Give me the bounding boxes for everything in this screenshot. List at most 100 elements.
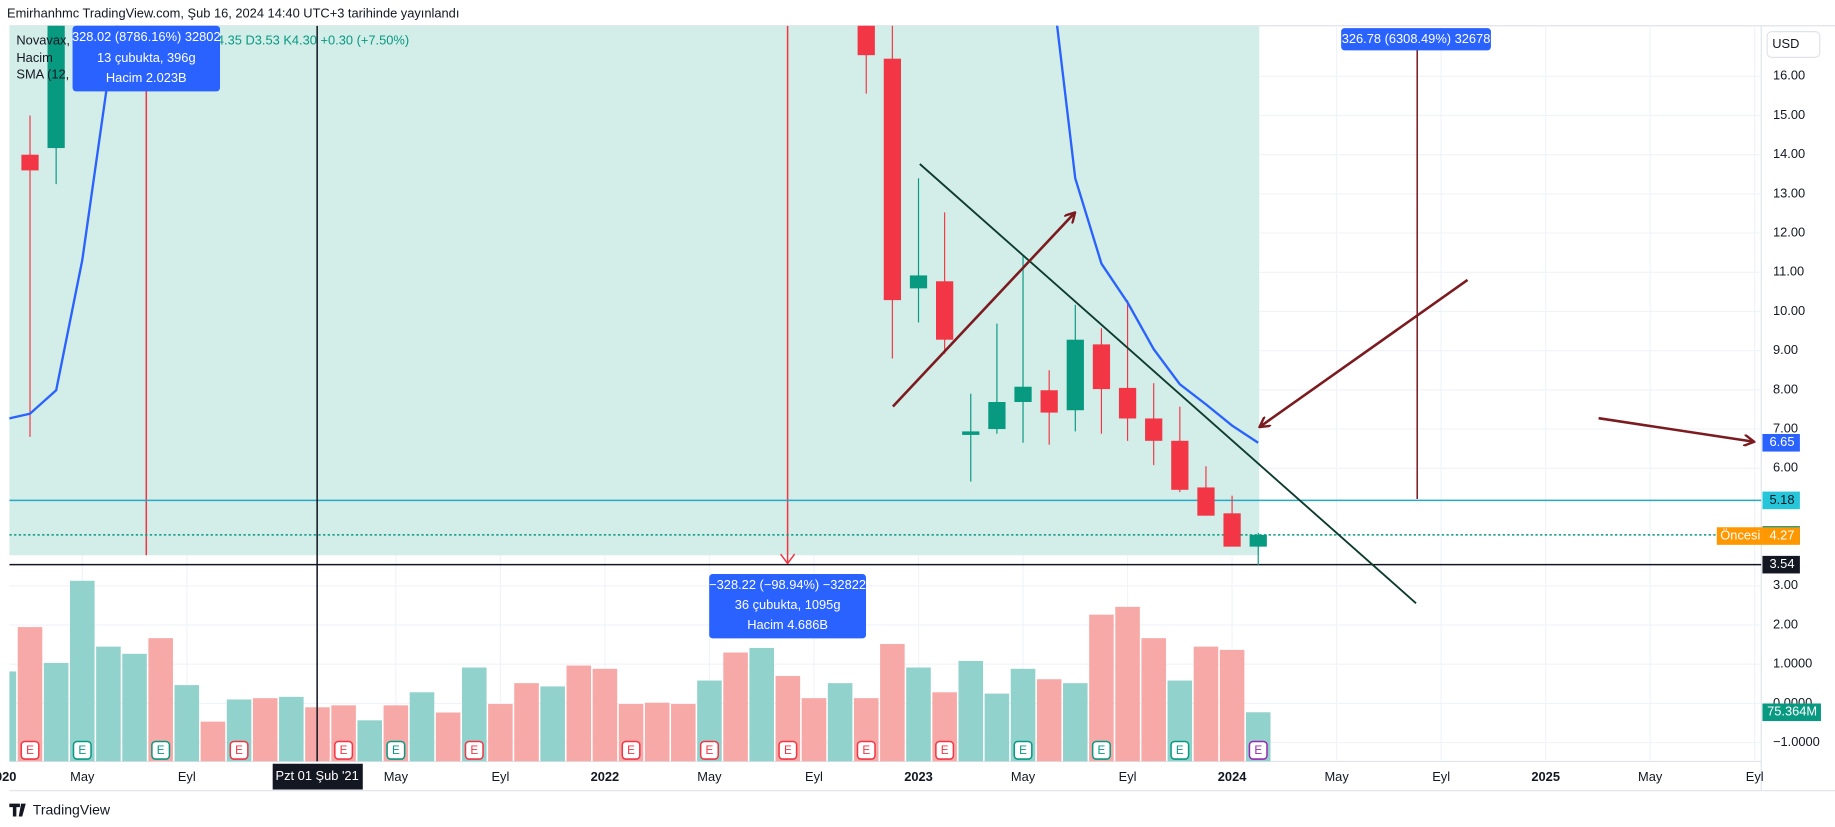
earnings-marker — [334, 740, 354, 760]
y-tick-label: 1.0000 — [1773, 656, 1812, 671]
volume-bar — [17, 627, 43, 762]
earnings-label: E — [78, 744, 86, 757]
candle-body — [1066, 339, 1084, 411]
volume-bar — [174, 685, 200, 762]
earnings-label: E — [706, 744, 714, 757]
volume-bar — [592, 668, 618, 762]
y-tick-label: 7.00 — [1773, 420, 1798, 435]
tooltip-text: 36 çubukta, 1095g — [735, 597, 841, 612]
measure-fill — [9, 25, 1260, 556]
volume-bar — [1063, 683, 1088, 762]
currency-button[interactable] — [1766, 31, 1821, 58]
volume-bar — [252, 698, 278, 762]
arrow — [1598, 416, 1753, 441]
volume-bar — [984, 693, 1010, 762]
x-tick-label: Eyl — [1746, 769, 1764, 784]
earnings-marker — [1248, 740, 1268, 760]
drawings — [316, 25, 1753, 762]
candle-body — [1118, 387, 1137, 419]
logo: TradingView — [33, 801, 111, 817]
earnings-marker — [1091, 740, 1111, 760]
volume-bar — [958, 660, 984, 762]
volume-bar — [514, 683, 539, 762]
volume-bar — [906, 667, 931, 762]
arrow — [891, 213, 1074, 408]
candle-body — [1171, 440, 1189, 490]
volume-bar — [1141, 638, 1166, 762]
x-tick-label: 2025 — [1531, 769, 1560, 784]
measure-area — [9, 25, 1418, 565]
tooltip-text: 13 çubukta, 396g — [97, 50, 196, 65]
y-tick-label: 11.00 — [1773, 264, 1804, 279]
tooltip-box — [72, 25, 221, 92]
earnings-marker — [386, 740, 406, 760]
price-label-prefix: Öncesi — [1720, 527, 1760, 542]
y-tick-label: 16.00 — [1773, 68, 1805, 83]
volume-bar — [1115, 606, 1140, 762]
candle-body — [1014, 386, 1032, 403]
candle-body — [909, 275, 928, 289]
volume-bar — [566, 665, 592, 762]
price-label: 6.65 — [1769, 434, 1794, 449]
axes: 16.00 15.00 14.00 13.00 12.00 11.00 10.00 9.00 8… — [0, 68, 1821, 784]
trend-line — [919, 163, 1417, 604]
earnings-marker — [699, 740, 719, 760]
volume-bar — [827, 683, 853, 762]
volume-bar — [435, 712, 461, 762]
volume-bar — [644, 702, 670, 762]
earnings-label: E — [627, 744, 635, 757]
y-tick-label: 15.00 — [1773, 107, 1805, 122]
earnings-label: E — [235, 744, 243, 757]
x-tick-label: Eyl — [178, 769, 196, 784]
price-label: 3.54 — [1769, 556, 1794, 571]
earnings-label: E — [862, 744, 870, 757]
earnings-label: E — [392, 744, 400, 757]
earnings-label: E — [26, 744, 34, 757]
y-tick-label: 3.00 — [1773, 577, 1798, 592]
earnings-marker — [20, 740, 40, 760]
candle-body — [857, 25, 875, 56]
legend-ohlc: Y4.35 D3.53 K4.30 +0.30 (+7.50%) — [208, 32, 409, 47]
candle-body — [936, 281, 954, 340]
earnings-marker — [72, 740, 92, 760]
x-tick-label: 2024 — [1218, 769, 1247, 784]
x-tick-label: May — [1638, 769, 1663, 784]
candle-body — [1092, 344, 1111, 390]
y-tick-label: 6.00 — [1773, 460, 1798, 475]
arrow — [1260, 278, 1469, 426]
tooltips: 328.02 (8786.16%) 32802 13 çubukta, 396g… — [72, 25, 1491, 639]
earnings-marker — [464, 740, 484, 760]
x-tick-label: 2020 — [0, 769, 16, 784]
price-label: 4.27 — [1769, 527, 1794, 542]
price-label-box — [1762, 491, 1800, 510]
earnings-label: E — [1019, 744, 1027, 757]
volume-bar — [1036, 679, 1062, 762]
candle-body — [47, 25, 65, 149]
logo-icon — [9, 803, 26, 817]
volume-bar — [96, 646, 121, 762]
x-tick-label: May — [697, 769, 722, 784]
tooltip-text: 326.78 (6308.49%) 32678 — [1342, 31, 1491, 46]
y-tick-label: −1.0000 — [1773, 734, 1820, 749]
volume-bar — [801, 698, 827, 762]
candle-body — [1223, 513, 1241, 547]
volume-bar — [488, 704, 513, 762]
volume-bar — [279, 696, 304, 762]
volume-bar — [1089, 614, 1114, 762]
earnings-label: E — [1098, 744, 1106, 757]
earnings-label: E — [784, 744, 792, 757]
y-tick-label: 9.00 — [1773, 342, 1798, 357]
volume-bar — [122, 653, 147, 762]
candle-body — [962, 431, 980, 435]
volume-bar — [43, 662, 69, 762]
earnings-marker — [935, 740, 955, 760]
x-tick-label: Eyl — [491, 769, 509, 784]
byline: Emirhanhmc TradingView.com, Şub 16, 2024… — [7, 5, 459, 20]
volume-label-box — [1762, 703, 1821, 722]
earnings-label: E — [340, 744, 348, 757]
candle-body — [883, 58, 901, 301]
candle-body — [988, 402, 1006, 430]
currency[interactable]: USD — [1772, 36, 1799, 51]
